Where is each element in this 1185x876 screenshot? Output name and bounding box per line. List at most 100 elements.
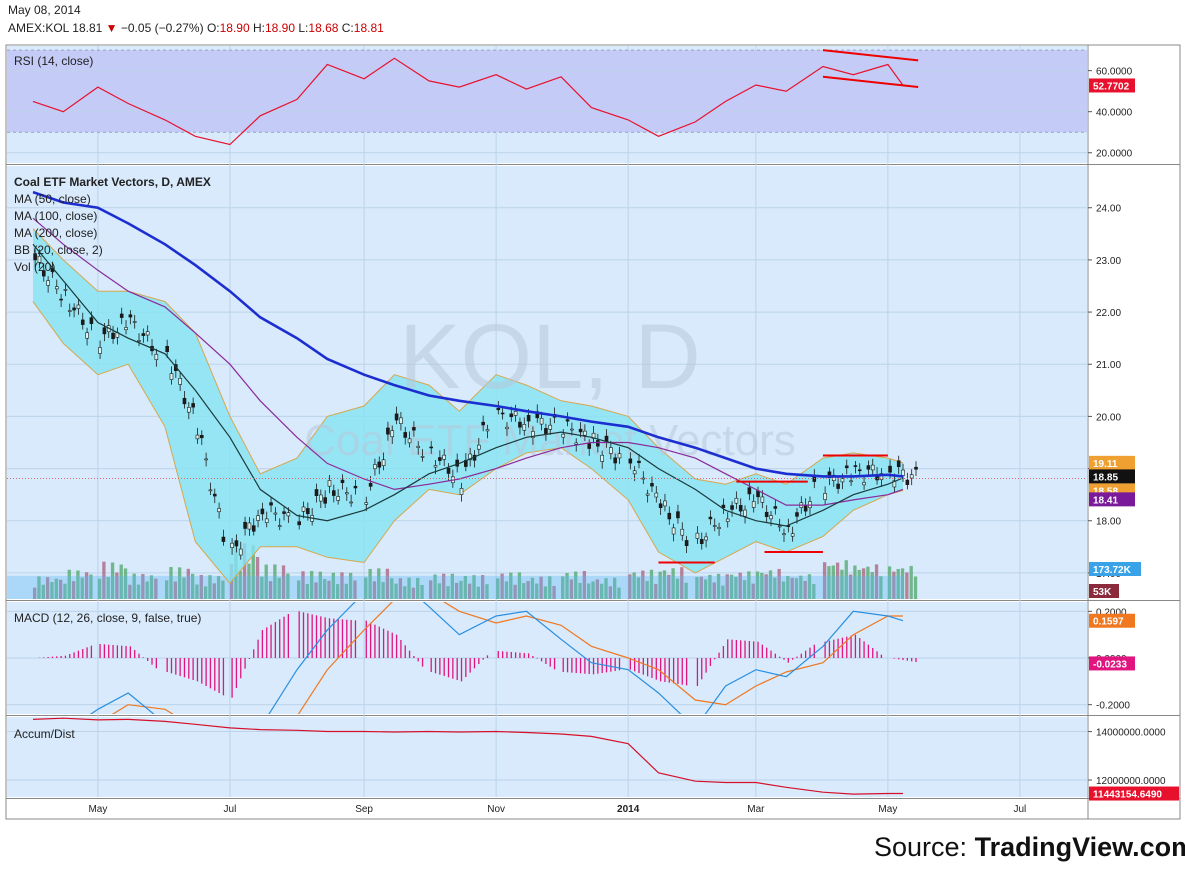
volume-bar (866, 566, 870, 599)
candle-body (403, 432, 408, 438)
volume-bar (768, 570, 773, 599)
volume-bar (658, 571, 662, 599)
volume-bar (446, 586, 450, 599)
volume-bar (331, 572, 335, 599)
volume-bar (636, 577, 641, 599)
volume-bar (794, 578, 799, 599)
volume-bar (208, 575, 212, 599)
volume-bar (535, 583, 539, 599)
candle-body (570, 428, 574, 431)
volume-bar (128, 584, 132, 599)
rsi-tick-label: 20.0000 (1096, 149, 1133, 160)
candle-body (853, 465, 858, 467)
volume-bar (887, 566, 892, 599)
candle-body (59, 298, 63, 301)
candle-body (349, 501, 353, 504)
volume-last-badge-label: 53K (1093, 587, 1112, 598)
candle-body (712, 525, 717, 527)
candle-body (561, 433, 566, 438)
volume-bar (115, 572, 119, 599)
volume-bar (407, 577, 411, 599)
volume-bar (608, 586, 613, 599)
candle-body (738, 505, 743, 512)
price-last-badge (1089, 455, 1135, 470)
pane-bg-accum (7, 717, 1087, 797)
candle-body (840, 478, 845, 483)
candle-body (46, 280, 50, 286)
volume-bar (455, 582, 459, 599)
candle-body (513, 410, 518, 416)
symbol[interactable]: AMEX:KOL (8, 21, 69, 35)
candle-body (187, 407, 191, 413)
accum-last-badge-label: 11443154.6490 (1093, 790, 1162, 801)
accum-tick-label: 14000000.0000 (1096, 728, 1166, 739)
candle-body (600, 454, 604, 462)
volume-bar (703, 579, 708, 599)
macd-tick-label: -0.2000 (1096, 701, 1130, 712)
candle-body (169, 373, 174, 380)
volume-bar (340, 572, 344, 599)
candle-body (684, 540, 689, 547)
volume-bar (857, 569, 861, 599)
candle-body (407, 438, 412, 444)
candle-body (721, 504, 726, 509)
candle-body (111, 332, 115, 339)
candle-body (680, 528, 685, 536)
candle-body (37, 255, 42, 263)
candle-body (128, 314, 133, 318)
volume-bar (268, 581, 273, 599)
down-arrow-icon: ▼ (105, 21, 118, 35)
price-tick-label: 21.00 (1096, 360, 1121, 371)
volume-bar (177, 567, 182, 599)
volume-bar (281, 565, 286, 599)
candle-body (323, 497, 327, 504)
time-axis-label: May (878, 804, 897, 815)
volume-bar (403, 586, 407, 599)
volume-bar (721, 585, 725, 599)
volume-bar (870, 572, 874, 599)
volume-bar (277, 577, 281, 599)
candle-body (836, 483, 840, 489)
price-last-badge (1089, 469, 1135, 484)
source-prefix: Source: (874, 832, 975, 862)
volume-bar (485, 584, 489, 599)
volume-bar (310, 571, 314, 599)
volume-bar (353, 580, 357, 599)
candle-body (663, 500, 667, 507)
volume-bar (264, 564, 268, 599)
volume-bar (799, 575, 803, 599)
volume-bar (578, 582, 582, 599)
candle-body (671, 527, 676, 535)
candle-body (914, 466, 918, 470)
candle-body (578, 428, 583, 433)
price-legend-item: Vol (20) (14, 260, 55, 274)
rsi-tick-label: 60.0000 (1096, 67, 1133, 78)
volume-bar (675, 578, 680, 599)
candle-body (764, 511, 769, 517)
candle-body (730, 505, 734, 510)
candle-body (901, 469, 905, 476)
volume-bar (119, 564, 123, 599)
candle-body (230, 542, 234, 548)
volume-ma-badge-label: 173.72K (1093, 565, 1132, 576)
volume-bar (372, 581, 377, 599)
candle-body (888, 465, 892, 473)
volume-bar (476, 586, 480, 599)
candle-body (340, 479, 345, 484)
volume-bar (260, 576, 264, 599)
volume-bar (649, 569, 654, 599)
macd-last-badge-label: 0.1597 (1093, 617, 1124, 628)
volume-bar (247, 563, 251, 599)
volume-bar (255, 556, 260, 599)
candle-body (386, 427, 390, 435)
candle-body (89, 317, 94, 324)
candle-body (412, 427, 416, 431)
volume-bar (504, 581, 509, 599)
candle-body (204, 458, 208, 461)
volume-bar (812, 584, 816, 599)
volume-bar (684, 582, 688, 599)
bollinger-band-fill (33, 228, 903, 584)
candle-body (583, 430, 587, 436)
candle-body (844, 465, 849, 469)
